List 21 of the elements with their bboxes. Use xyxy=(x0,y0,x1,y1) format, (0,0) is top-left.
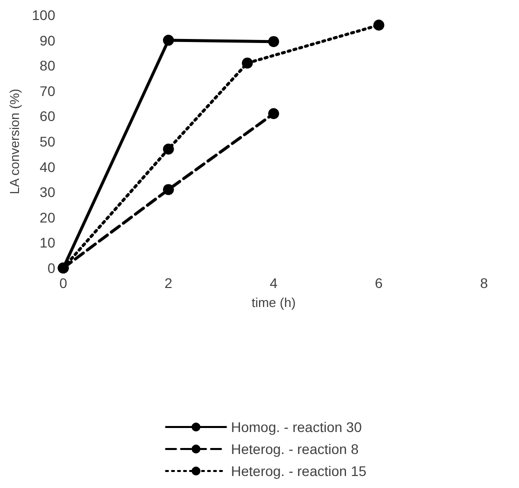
y-tick-label: 70 xyxy=(40,82,56,99)
y-tick-label: 100 xyxy=(32,7,56,23)
legend-label: Heterog. - reaction 15 xyxy=(231,463,367,479)
y-tick-label: 30 xyxy=(40,184,56,200)
y-tick-label: 20 xyxy=(40,209,56,226)
y-tick-label: 60 xyxy=(40,108,56,124)
y-tick-label: 40 xyxy=(40,158,56,175)
y-axis-title: LA conversion (%) xyxy=(7,88,22,194)
legend-label: Homog. - reaction 30 xyxy=(231,419,362,435)
x-tick-label: 6 xyxy=(374,275,383,291)
y-tick-label: 0 xyxy=(47,260,56,276)
y-tick-label: 80 xyxy=(40,58,56,74)
y-tick-label: 90 xyxy=(40,32,56,48)
x-tick-label: 0 xyxy=(59,275,68,291)
y-tick-label: 50 xyxy=(40,134,56,150)
x-tick-label: 8 xyxy=(480,275,488,291)
x-tick-label: 2 xyxy=(164,275,173,291)
x-axis-title: time (h) xyxy=(252,295,296,310)
x-tick-label: 4 xyxy=(270,275,278,291)
y-tick-label: 10 xyxy=(40,234,56,251)
legend-label: Heterog. - reaction 8 xyxy=(231,441,359,457)
